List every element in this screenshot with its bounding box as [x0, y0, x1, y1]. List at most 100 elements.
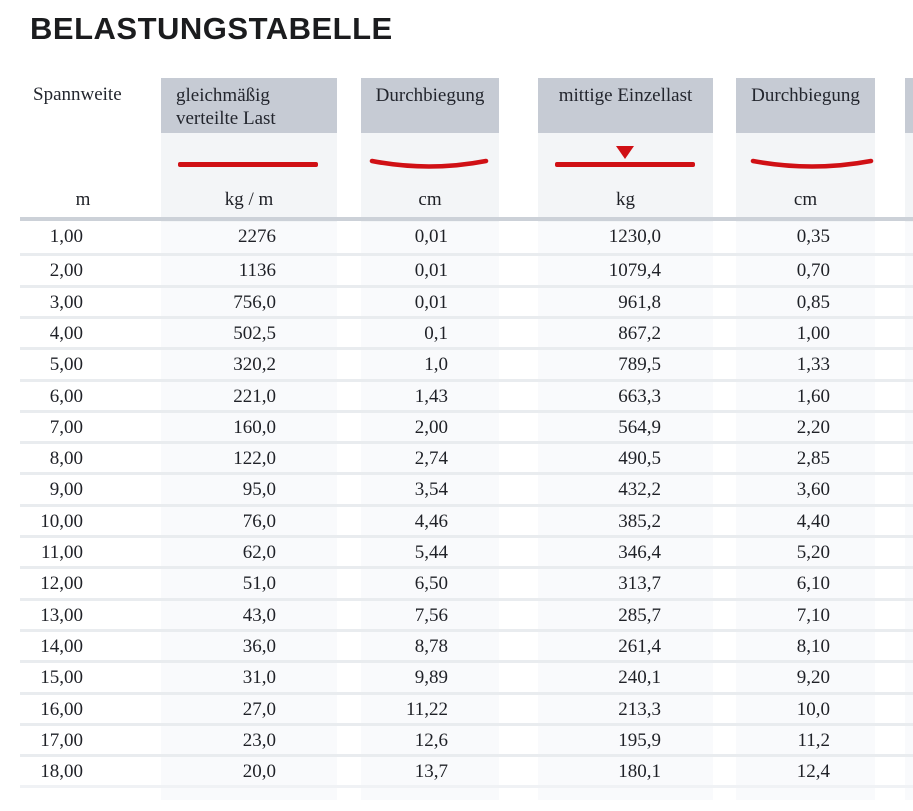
cell-spannweite: 18,00 — [40, 761, 83, 783]
cell-verteilte-last: 95,0 — [242, 479, 276, 501]
cell-einzellast: 240,1 — [618, 667, 661, 689]
table-row: 2,00 1136 0,01 1079,4 0,70 — [20, 253, 913, 285]
cell-durchbiegung-2: 3,60 — [796, 479, 830, 501]
cell-durchbiegung-2: 2,85 — [796, 448, 830, 470]
table-row: 1,00 2276 0,01 1230,0 0,35 — [20, 222, 913, 254]
cell-durchbiegung-1: 13,7 — [414, 761, 448, 783]
cell-verteilte-last: 43,0 — [242, 604, 276, 626]
cell-verteilte-last: 20,0 — [242, 761, 276, 783]
cell-verteilte-last: 62,0 — [242, 542, 276, 563]
deflection-curve-icon — [750, 158, 874, 169]
column-strip — [361, 133, 499, 222]
column-header-box: gleichmäßig verteilte Last — [161, 78, 337, 133]
cell-verteilte-last: 320,2 — [233, 354, 276, 376]
table-row: 18,00 20,0 13,7 180,1 12,4 — [20, 754, 913, 786]
cell-durchbiegung-1: 8,78 — [414, 635, 448, 657]
cell-durchbiegung-1: 2,00 — [414, 416, 448, 438]
column-header-label: Durchbiegung — [375, 85, 485, 106]
cell-durchbiegung-2: 11,2 — [797, 729, 830, 751]
page-title: BELASTUNGSTABELLE — [30, 11, 393, 46]
cell-spannweite: 14,00 — [40, 635, 83, 657]
cell-durchbiegung-1: 3,54 — [414, 479, 448, 501]
deflection-curve-icon — [369, 158, 489, 169]
cell-durchbiegung-1: 9,89 — [414, 667, 448, 689]
cell-spannweite: 16,00 — [40, 698, 83, 720]
cell-einzellast: 789,5 — [618, 354, 661, 376]
column-header-box-cropped — [905, 78, 913, 133]
unit-spannweite: m — [75, 189, 91, 210]
cell-einzellast: 564,9 — [618, 416, 661, 438]
table-row: 17,00 23,0 12,6 195,9 11,2 — [20, 722, 913, 755]
column-strip-cropped — [905, 133, 913, 222]
cell-spannweite: 10,00 — [40, 510, 83, 532]
cell-einzellast: 663,3 — [618, 385, 661, 407]
cell-verteilte-last: 2276 — [238, 226, 276, 247]
unit-durchbiegung-1: cm — [418, 189, 442, 210]
column-header-label: mittige Einzellast — [558, 85, 693, 106]
cell-verteilte-last: 160,0 — [233, 416, 276, 438]
cell-durchbiegung-1: 0,01 — [414, 260, 448, 282]
cell-einzellast: 1079,4 — [608, 260, 661, 282]
cell-spannweite: 3,00 — [49, 291, 83, 313]
cell-spannweite: 1,00 — [49, 226, 83, 247]
column-header-label: gleichmäßig verteilte Last — [176, 85, 276, 129]
cell-durchbiegung-2: 6,10 — [796, 573, 830, 595]
cell-durchbiegung-1: 12,6 — [414, 729, 448, 751]
unit-einzellast: kg — [616, 189, 635, 210]
table-row: 8,00 122,0 2,74 490,5 2,85 — [20, 441, 913, 473]
cell-spannweite: 7,00 — [49, 416, 83, 438]
center-point-load-line-icon — [555, 162, 695, 167]
cell-spannweite: 4,00 — [49, 322, 83, 344]
cell-durchbiegung-1: 11,22 — [405, 698, 448, 720]
column-strip — [736, 133, 875, 222]
table-row: 5,00 320,2 1,0 789,5 1,33 — [20, 347, 913, 379]
cell-einzellast: 285,7 — [618, 604, 661, 626]
cell-verteilte-last: 27,0 — [242, 698, 276, 720]
cell-durchbiegung-1: 1,0 — [424, 354, 448, 376]
cell-durchbiegung-2: 7,10 — [796, 604, 830, 626]
table-row: 12,00 51,0 6,50 313,7 6,10 — [20, 566, 913, 598]
table-body: 1,00 2276 0,01 1230,0 0,35 2,00 1136 0,0… — [20, 222, 913, 786]
cell-verteilte-last: 1136 — [238, 260, 276, 282]
cell-durchbiegung-1: 0,1 — [424, 322, 448, 344]
cell-einzellast: 1230,0 — [608, 226, 661, 247]
cell-durchbiegung-1: 6,50 — [414, 573, 448, 595]
cell-durchbiegung-2: 0,70 — [796, 260, 830, 282]
table-row: 6,00 221,0 1,43 663,3 1,60 — [20, 378, 913, 411]
table-row: 15,00 31,0 9,89 240,1 9,20 — [20, 660, 913, 692]
cell-spannweite: 2,00 — [49, 260, 83, 282]
cell-verteilte-last: 76,0 — [242, 510, 276, 532]
cell-spannweite: 12,00 — [40, 573, 83, 595]
cell-spannweite: 11,00 — [40, 542, 83, 563]
column-strip-cropped — [905, 222, 913, 800]
cell-durchbiegung-2: 10,0 — [796, 698, 830, 720]
cell-durchbiegung-1: 5,44 — [414, 542, 448, 563]
cell-durchbiegung-2: 0,85 — [796, 291, 830, 313]
cell-durchbiegung-2: 1,00 — [796, 322, 830, 344]
cell-spannweite: 6,00 — [49, 385, 83, 407]
cell-durchbiegung-2: 8,10 — [796, 635, 830, 657]
unit-durchbiegung-2: cm — [793, 189, 818, 210]
table-row: 16,00 27,0 11,22 213,3 10,0 — [20, 691, 913, 724]
column-header-label: Durchbiegung — [751, 85, 860, 106]
cell-einzellast: 385,2 — [618, 510, 661, 532]
cell-durchbiegung-2: 9,20 — [796, 667, 830, 689]
cell-einzellast: 867,2 — [618, 322, 661, 344]
table-row: 7,00 160,0 2,00 564,9 2,20 — [20, 409, 913, 442]
cell-einzellast: 261,4 — [618, 635, 661, 657]
cell-spannweite: 17,00 — [40, 729, 83, 751]
cell-durchbiegung-2: 4,40 — [796, 510, 830, 532]
distributed-load-line-icon — [178, 162, 318, 167]
cell-spannweite: 5,00 — [49, 354, 83, 376]
cell-durchbiegung-2: 1,33 — [796, 354, 830, 376]
cell-durchbiegung-1: 0,01 — [414, 226, 448, 247]
cell-verteilte-last: 23,0 — [242, 729, 276, 751]
cell-einzellast: 180,1 — [618, 761, 661, 783]
table-row: 13,00 43,0 7,56 285,7 7,10 — [20, 597, 913, 630]
cell-einzellast: 346,4 — [618, 542, 661, 563]
cell-verteilte-last: 51,0 — [242, 573, 276, 595]
unit-verteilte-last: kg / m — [224, 189, 274, 210]
cell-einzellast: 432,2 — [618, 479, 661, 501]
cell-spannweite: 13,00 — [40, 604, 83, 626]
